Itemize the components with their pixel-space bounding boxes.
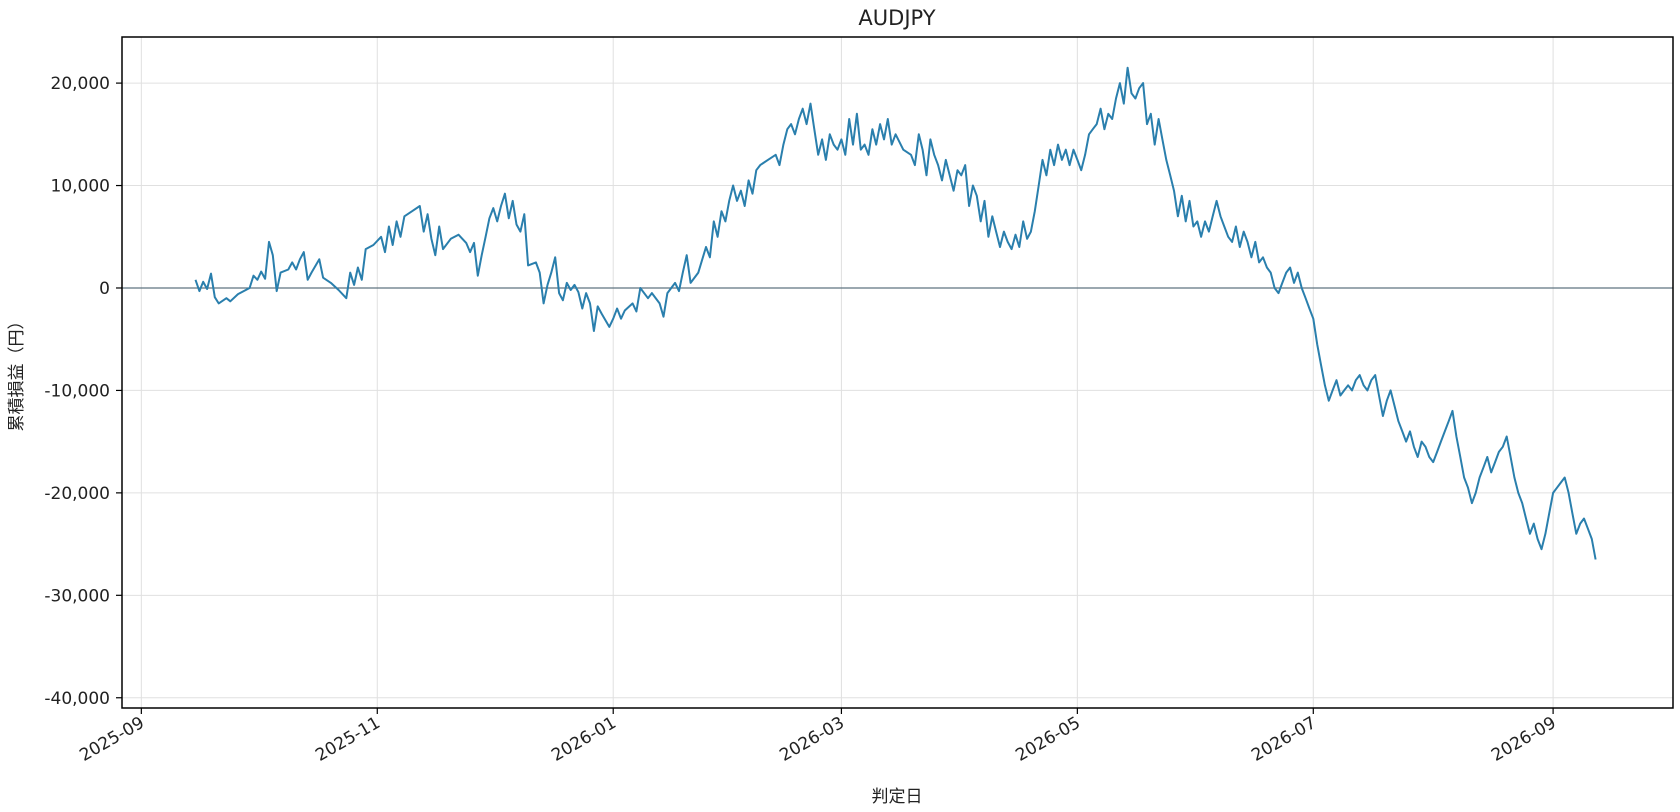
y-tick-label: 20,000 [51,74,110,94]
x-tick-label: 2025-11 [312,713,384,766]
y-axis-title: 累積損益（円） [7,313,27,432]
x-tick-label: 2026-03 [776,713,848,766]
x-tick-label: 2025-09 [76,713,148,766]
x-tick-label: 2026-09 [1488,713,1560,766]
y-tick-label: -10,000 [44,381,110,401]
y-tick-label: -40,000 [44,689,110,709]
y-tick-label: -20,000 [44,484,110,504]
y-tick-label: 10,000 [51,177,110,197]
series-line [194,66,1597,560]
y-axis: 20,000 10,000 0 -10,000 -20,000 -30,000 -40,00… [44,74,122,709]
chart-title: AUDJPY [858,6,935,30]
plot-area-frame [121,36,1674,709]
x-tick-label: 2026-07 [1248,713,1320,766]
x-axis: 2025-09 2025-11 2026-01 2026-03 2026-05 2026-… [76,708,1560,766]
x-tick-label: 2026-05 [1012,713,1084,766]
series-group [194,66,1597,560]
x-axis-title: 判定日 [872,787,923,807]
x-tick-label: 2026-01 [548,713,620,766]
y-tick-label: 0 [99,279,110,299]
y-tick-label: -30,000 [44,586,110,606]
